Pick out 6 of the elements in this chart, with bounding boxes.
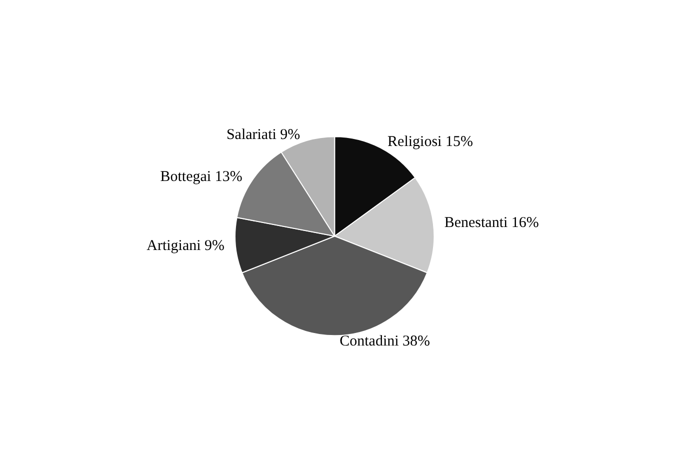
slice-label: Religiosi 15%	[388, 134, 473, 150]
slice-label: Contadini 38%	[340, 334, 430, 350]
slice-label: Benestanti 16%	[444, 214, 539, 231]
slice-label: Bottegai 13%	[160, 168, 242, 185]
slice-label: Artigiani 9%	[146, 238, 225, 254]
slice-label: Salariati 9%	[226, 126, 300, 143]
